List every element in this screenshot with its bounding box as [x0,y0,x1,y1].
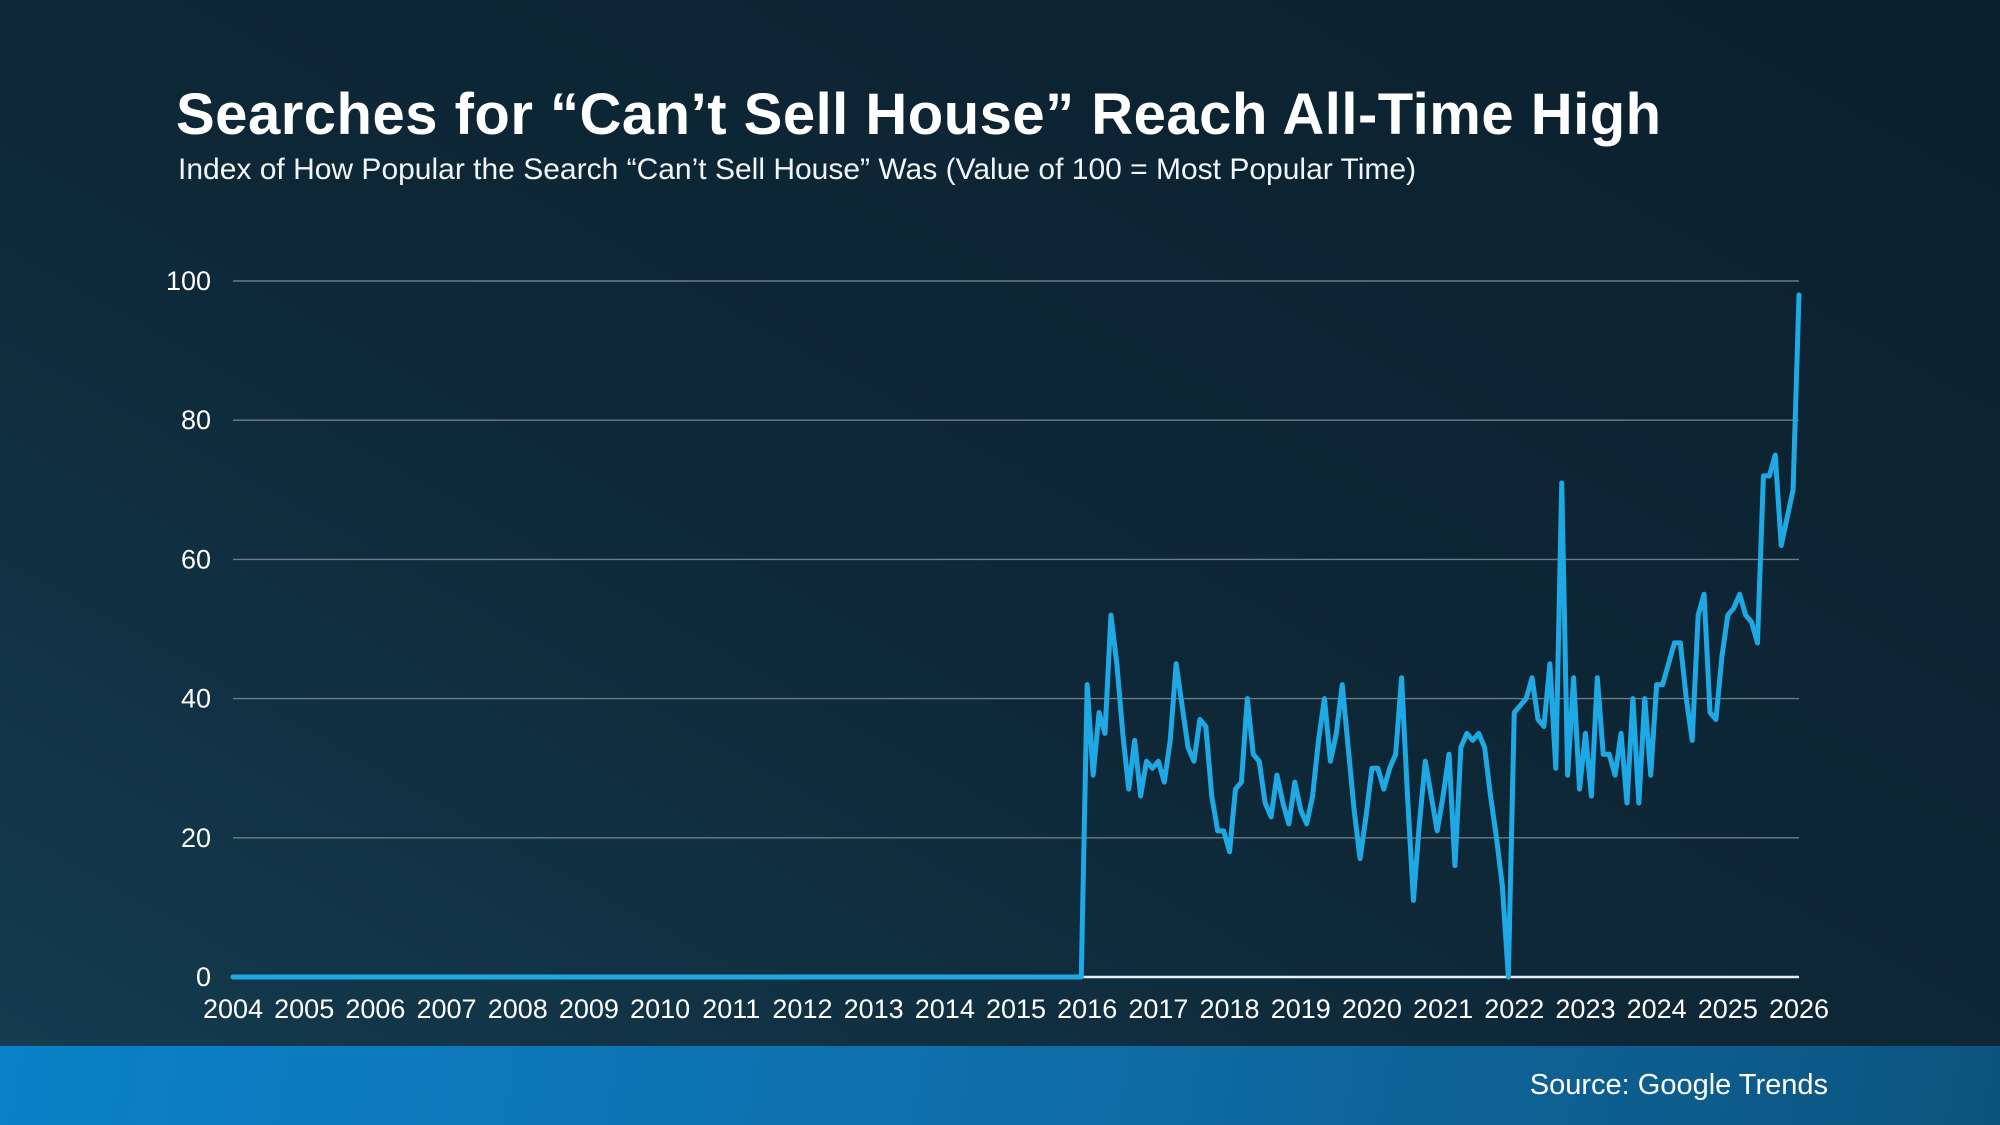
x-axis-tick-label: 2019 [1271,994,1331,1024]
y-axis-tick-label: 100 [166,266,211,296]
x-axis-tick-label: 2022 [1484,994,1544,1024]
x-axis-tick-label: 2015 [986,994,1046,1024]
source-label: Source: Google Trends [1529,1069,1828,1101]
x-axis-tick-label: 2007 [417,994,477,1024]
x-axis-tick-label: 2024 [1627,994,1687,1024]
x-axis-tick-label: 2026 [1769,994,1829,1024]
x-axis-tick-label: 2011 [702,994,760,1024]
x-axis-tick-label: 2014 [915,994,975,1024]
x-axis-tick-label: 2025 [1698,994,1758,1024]
x-axis-tick-label: 2008 [488,994,548,1024]
x-axis-tick-label: 2021 [1413,994,1473,1024]
y-axis-tick-label: 40 [181,684,211,714]
x-axis-tick-label: 2016 [1057,994,1117,1024]
x-axis-tick-label: 2004 [203,994,263,1024]
chart-subtitle: Index of How Popular the Search “Can’t S… [178,153,1417,186]
x-axis-tick-label: 2012 [772,994,832,1024]
x-axis-tick-label: 2023 [1555,994,1615,1024]
x-axis-tick-label: 2017 [1128,994,1188,1024]
x-axis-tick-label: 2018 [1200,994,1260,1024]
x-axis-tick-label: 2006 [345,994,405,1024]
y-axis-tick-label: 20 [181,823,211,853]
x-axis-tick-label: 2005 [274,994,334,1024]
x-axis-tick-label: 2009 [559,994,619,1024]
source-bar: Source: Google Trends [0,1046,2000,1125]
y-axis-tick-label: 80 [181,405,211,435]
x-axis-tick-label: 2010 [630,994,690,1024]
x-axis-tick-label: 2020 [1342,994,1402,1024]
x-axis-tick-label: 2013 [844,994,904,1024]
y-axis-tick-label: 0 [196,962,211,992]
search-index-line [230,292,1802,980]
y-axis-tick-label: 60 [181,544,211,574]
chart-title: Searches for “Can’t Sell House” Reach Al… [176,82,1662,147]
